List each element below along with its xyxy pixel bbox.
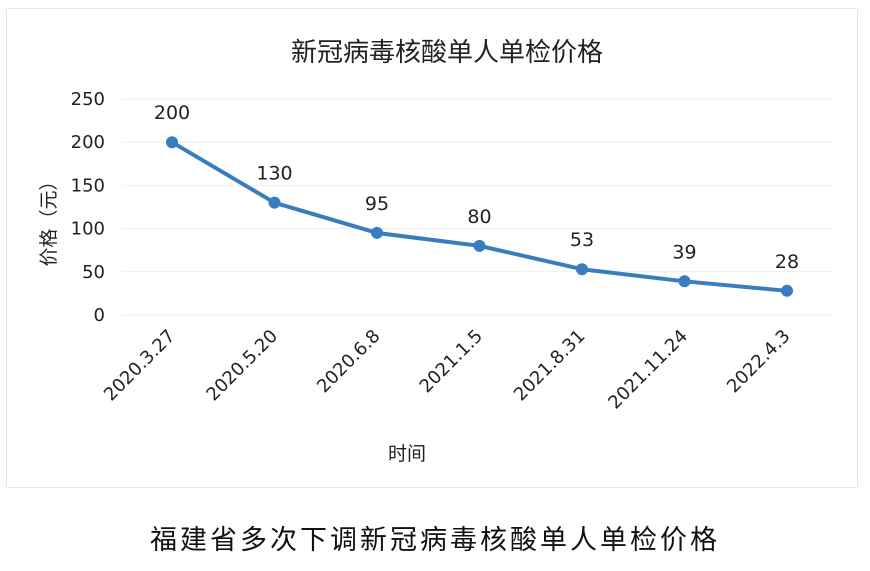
y-tick-label: 200 <box>71 132 105 153</box>
y-tick-label: 250 <box>71 89 105 110</box>
x-tick-label: 2021.11.24 <box>604 326 692 414</box>
data-label: 95 <box>365 193 389 215</box>
data-label: 28 <box>775 251 799 273</box>
x-tick-label: 2020.5.20 <box>202 326 282 406</box>
x-tick-label: 2021.1.5 <box>416 326 488 398</box>
y-axis-ticks: 0 50 100 150 200 250 <box>71 89 105 326</box>
y-tick-label: 150 <box>71 175 105 196</box>
data-point <box>576 263 588 276</box>
figure-caption: 福建省多次下调新冠病毒核酸单人单检价格 <box>150 525 720 556</box>
x-axis-label: 时间 <box>388 443 426 465</box>
data-point <box>678 275 691 288</box>
x-axis-ticks: 2020.3.27 2020.5.20 2020.6.8 2021.1.5 2021.8… <box>100 326 795 414</box>
data-point <box>371 226 383 239</box>
data-label: 39 <box>672 241 696 263</box>
y-tick-label: 100 <box>71 219 105 240</box>
data-point <box>781 284 793 297</box>
series <box>166 136 793 297</box>
y-tick-label: 0 <box>94 305 105 326</box>
data-label: 80 <box>467 206 491 228</box>
data-label: 200 <box>154 102 190 124</box>
x-tick-label: 2020.6.8 <box>313 326 385 398</box>
data-label: 53 <box>570 229 594 251</box>
data-point <box>268 196 281 209</box>
y-tick-label: 50 <box>82 262 105 283</box>
x-tick-label: 2021.8.31 <box>510 326 590 406</box>
x-tick-label: 2020.3.27 <box>100 326 180 406</box>
x-tick-label: 2022.4.3 <box>723 326 795 398</box>
data-labels: 200 130 95 80 53 39 28 <box>154 102 799 273</box>
chart-title: 新冠病毒核酸单人单检价格 <box>291 38 603 68</box>
gridlines <box>122 98 833 316</box>
y-axis-label: 价格（元） <box>38 171 60 266</box>
data-label: 130 <box>256 163 292 185</box>
chart-frame: 新冠病毒核酸单人单检价格 0 50 100 150 200 250 2020.3.27 20… <box>6 8 858 488</box>
data-point <box>473 239 486 252</box>
data-point <box>166 136 178 149</box>
